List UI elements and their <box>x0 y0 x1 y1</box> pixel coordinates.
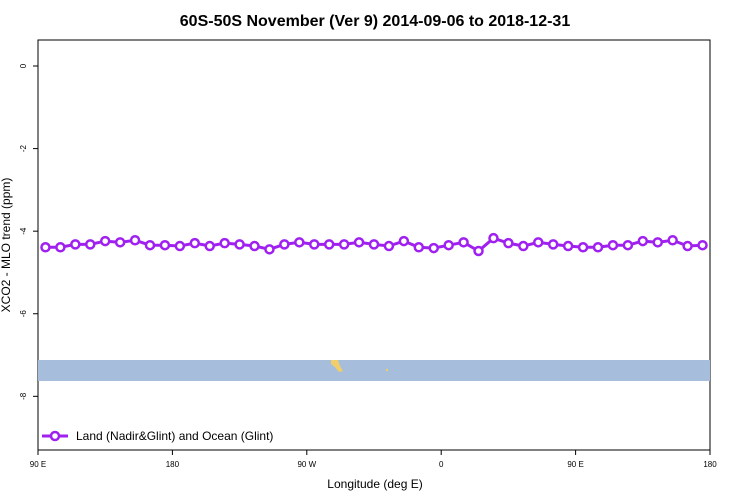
point <box>473 245 484 257</box>
point <box>383 240 395 252</box>
point <box>249 240 260 252</box>
point <box>682 240 693 252</box>
y-tick-label: -4 <box>19 227 28 235</box>
x-tick-label: 180 <box>166 460 180 469</box>
point <box>219 237 230 249</box>
x-tick-label: 90 E <box>30 460 46 469</box>
point <box>129 235 141 246</box>
point <box>652 237 663 248</box>
point <box>607 239 619 251</box>
point <box>592 242 604 253</box>
x-tick-label: 180 <box>703 460 717 469</box>
point <box>189 237 201 249</box>
point <box>55 242 66 253</box>
point <box>114 237 126 248</box>
point <box>323 239 335 250</box>
point <box>309 239 320 250</box>
y-tick-label: -8 <box>19 392 28 400</box>
point <box>518 240 529 252</box>
point <box>353 237 365 248</box>
land-shape <box>331 360 343 372</box>
point <box>667 235 678 246</box>
x-tick-label: 90 W <box>297 460 316 469</box>
point <box>279 239 290 250</box>
point <box>234 239 245 250</box>
point <box>174 240 186 252</box>
x-axis-label: Longitude (deg E) <box>327 477 422 491</box>
legend-marker <box>49 430 61 442</box>
point <box>294 237 305 248</box>
point <box>368 239 380 250</box>
point <box>562 240 574 252</box>
y-tick-label: -6 <box>19 310 28 318</box>
point <box>443 239 454 251</box>
point <box>413 242 425 253</box>
point <box>204 240 215 252</box>
point <box>577 242 589 253</box>
point <box>40 242 51 253</box>
point <box>159 239 171 251</box>
point <box>547 239 559 250</box>
point <box>428 242 439 254</box>
point <box>85 239 96 250</box>
x-tick-label: 90 E <box>567 460 583 469</box>
point <box>70 239 81 250</box>
point <box>99 235 111 247</box>
y-axis-label: XCO2 - MLO trend (ppm) <box>0 178 13 313</box>
land-shape <box>386 369 388 371</box>
legend-label: Land (Nadir&Glint) and Ocean (Glint) <box>76 429 273 443</box>
y-tick-label: -2 <box>19 144 28 152</box>
point <box>488 232 499 244</box>
point <box>398 235 410 247</box>
point <box>338 239 350 250</box>
point <box>503 237 514 249</box>
chart-title: 60S-50S November (Ver 9) 2014-09-06 to 2… <box>180 13 571 30</box>
point <box>458 237 469 248</box>
x-tick-label: 0 <box>439 460 444 469</box>
point <box>264 244 275 255</box>
point <box>533 237 544 248</box>
map-strip <box>38 360 710 381</box>
point <box>144 239 156 251</box>
y-tick-label: 0 <box>19 63 28 68</box>
point <box>697 239 708 251</box>
point <box>637 235 649 247</box>
point <box>622 239 634 251</box>
